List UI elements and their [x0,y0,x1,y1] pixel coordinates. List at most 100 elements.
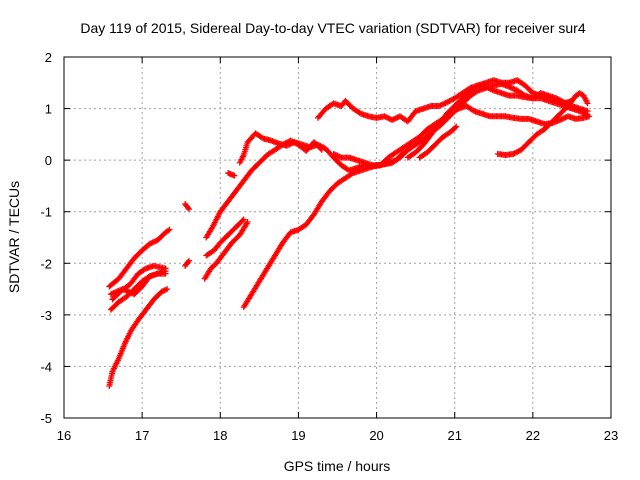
data-point [586,113,593,120]
x-tick-labels: 16 17 18 19 20 21 22 23 [57,428,618,443]
data-point [568,97,575,104]
data-point [244,219,251,226]
data-point [509,85,516,92]
y-tick-label: 2 [45,50,52,65]
data-point [331,151,338,158]
x-axis-label: GPS time / hours [284,458,391,474]
data-point [164,286,171,293]
data-point [186,257,193,264]
data-point [383,114,390,121]
data-point [258,134,265,141]
data-point [443,99,450,106]
data-point [158,288,165,295]
data-point [485,85,492,92]
data-point [511,86,518,93]
data-point [393,115,400,122]
data-point [162,265,169,272]
data-point [382,113,389,120]
data-point [285,142,292,149]
data-point [317,143,324,150]
data-point [162,270,169,277]
data-point [438,101,445,108]
data-point [550,96,557,103]
data-point [551,97,558,104]
x-tick-label: 16 [57,428,71,443]
data-point [562,114,569,121]
x-tick-label: 20 [369,428,383,443]
y-tick-label: -1 [40,205,52,220]
x-tick-label: 22 [526,428,540,443]
data-point [441,100,448,107]
data-point [286,141,293,148]
y-tick-label: -4 [40,359,52,374]
data-point [186,206,193,213]
data-point [150,238,157,245]
data-point [381,113,388,120]
x-tick-label: 19 [291,428,305,443]
data-point [231,172,238,179]
data-point [561,115,568,122]
x-tick-label: 18 [213,428,227,443]
data-point [141,266,148,273]
data-point [166,226,173,233]
data-point [549,96,556,103]
plot-frame [63,56,612,419]
data-point [318,143,325,150]
data-point [185,258,192,265]
y-tick-label: 1 [45,102,52,117]
data-point [389,116,396,123]
data-point [557,116,564,123]
data-point [548,95,555,102]
data-point [567,99,574,106]
data-point [149,239,156,246]
data-point [511,150,518,157]
x-tick-label: 23 [604,428,618,443]
data-point [486,85,493,92]
data-point [165,227,172,234]
data-point [148,240,155,247]
data-point [239,217,246,224]
data-point [161,287,168,294]
data-point [334,152,341,159]
data-point [546,94,553,101]
data-point [283,142,290,149]
data-point [510,150,517,157]
data-point [240,216,247,223]
data-point [185,204,192,211]
data-point [453,123,460,130]
y-tick-labels: -5 -4 -3 -2 -1 0 1 2 [40,50,52,426]
data-point [454,106,461,113]
data-point [473,88,480,95]
data-point [489,86,496,93]
data-points [106,77,593,390]
data-point [559,115,566,122]
data-point [558,116,565,123]
y-tick-label: -3 [40,308,52,323]
data-point [488,86,495,93]
data-point [545,94,552,101]
data-point [584,108,591,115]
x-tick-label: 17 [135,428,149,443]
data-point [348,170,355,177]
data-point [446,98,453,105]
data-point [160,288,167,295]
data-point [152,238,159,245]
data-point [287,140,294,147]
data-point [447,97,454,104]
data-point [512,149,519,156]
data-point [449,96,456,103]
y-tick-label: 0 [45,153,52,168]
data-point [484,84,491,91]
data-point [473,83,480,90]
data-point [391,115,398,122]
tick-marks [63,56,612,419]
data-point [515,148,522,155]
y-tick-label: -5 [40,411,52,426]
data-point [288,140,295,147]
data-point [333,152,340,159]
data-point [337,153,344,160]
data-point [442,99,449,106]
data-point [514,148,521,155]
data-point [445,98,452,105]
